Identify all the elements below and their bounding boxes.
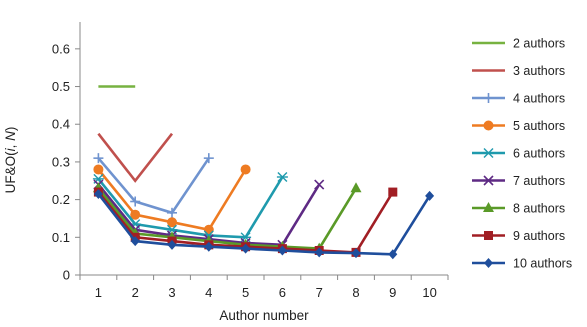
legend-marker [483, 148, 494, 158]
legend-marker [483, 175, 494, 186]
series-line [97, 193, 431, 256]
x-tick-label: 10 [422, 285, 436, 300]
data-point [130, 196, 141, 207]
x-tick-label: 2 [132, 285, 139, 300]
series-line [97, 176, 284, 239]
y-tick-label: 0.5 [52, 79, 70, 94]
legend-label: 3 authors [513, 64, 565, 78]
data-point [388, 187, 398, 197]
legend-entry: 4 authors [472, 92, 565, 106]
data-point [167, 217, 177, 228]
legend-label: 9 authors [513, 229, 565, 243]
legend-entry: 6 authors [472, 147, 565, 161]
legend-entry: 10 authors [472, 257, 572, 271]
y-tick-label: 0.6 [52, 41, 70, 56]
legend-marker [484, 231, 493, 240]
y-tick-label: 0.1 [52, 230, 70, 245]
x-tick-label: 3 [168, 285, 175, 300]
legend-label: 4 authors [513, 92, 565, 106]
x-tick-label: 4 [205, 285, 212, 300]
legend-entry: 3 authors [472, 64, 565, 78]
legend-label: 8 authors [513, 202, 565, 216]
data-point [351, 248, 361, 259]
x-tick-label: 7 [316, 285, 323, 300]
data-point [167, 239, 177, 250]
data-point [388, 249, 398, 260]
y-axis-title-suffix: ) [3, 127, 18, 132]
data-point [167, 207, 177, 218]
y-axis-title-sep: , [3, 141, 18, 149]
data-point [241, 243, 251, 254]
data-point [314, 179, 325, 190]
x-tick-label: 5 [242, 285, 249, 300]
legend-entry: 7 authors [472, 174, 565, 188]
series-3-authors [97, 132, 174, 183]
data-point [130, 209, 141, 220]
data-point [277, 245, 287, 256]
data-point [276, 172, 288, 182]
series-line [97, 187, 358, 250]
data-point [314, 247, 324, 258]
legend-label: 7 authors [513, 174, 565, 188]
legend-label: 6 authors [513, 147, 565, 161]
data-point [93, 164, 104, 175]
legend: 2 authors 3 authors 4 authors 5 authors 6 au… [472, 37, 572, 271]
x-tick-label: 8 [352, 285, 359, 300]
data-point [425, 190, 435, 201]
legend-marker [484, 258, 493, 268]
y-tick-label: 0.2 [52, 192, 70, 207]
legend-marker [483, 120, 494, 131]
data-point [350, 182, 362, 193]
legend-entry: 8 authors [472, 202, 565, 216]
y-axis-title: UF&O(i, N) [3, 127, 18, 194]
x-tick-label: 6 [279, 285, 286, 300]
x-tick-label: 1 [95, 285, 102, 300]
series-5-authors [93, 164, 251, 235]
legend-entry: 9 authors [472, 229, 565, 243]
legend-entry: 2 authors [472, 37, 565, 51]
x-tick-label: 9 [389, 285, 396, 300]
x-axis-title: Author number [219, 308, 309, 323]
legend-entry: 5 authors [472, 119, 565, 133]
data-point [204, 241, 214, 252]
y-tick-label: 0 [63, 268, 70, 283]
legend-label: 10 authors [513, 257, 572, 271]
series-line [97, 157, 210, 215]
series-line [97, 132, 174, 183]
y-tick-label: 0.3 [52, 154, 70, 169]
data-point [203, 224, 214, 235]
y-axis-title-n: N [3, 131, 18, 141]
data-point [93, 153, 104, 164]
legend-marker [483, 202, 494, 212]
axes: 0 0.1 0.2 0.3 0.4 0.5 0.6 1 2 3 4 5 6 7 8 9 10 [52, 22, 449, 300]
legend-marker [483, 93, 494, 103]
y-tick-label: 0.4 [52, 117, 70, 132]
series-4-authors [93, 153, 214, 218]
data-point [92, 173, 104, 184]
legend-label: 5 authors [513, 119, 565, 133]
series-10-authors [93, 188, 435, 260]
data-point [93, 188, 103, 199]
y-axis-title-prefix: UF&O( [3, 151, 18, 194]
legend-label: 2 authors [513, 37, 565, 51]
data-point [240, 164, 251, 175]
y-axis-title-i: i [3, 147, 18, 151]
series-layer [92, 85, 435, 260]
data-point [203, 153, 214, 164]
series-6-authors [92, 172, 288, 243]
data-point [130, 236, 140, 247]
